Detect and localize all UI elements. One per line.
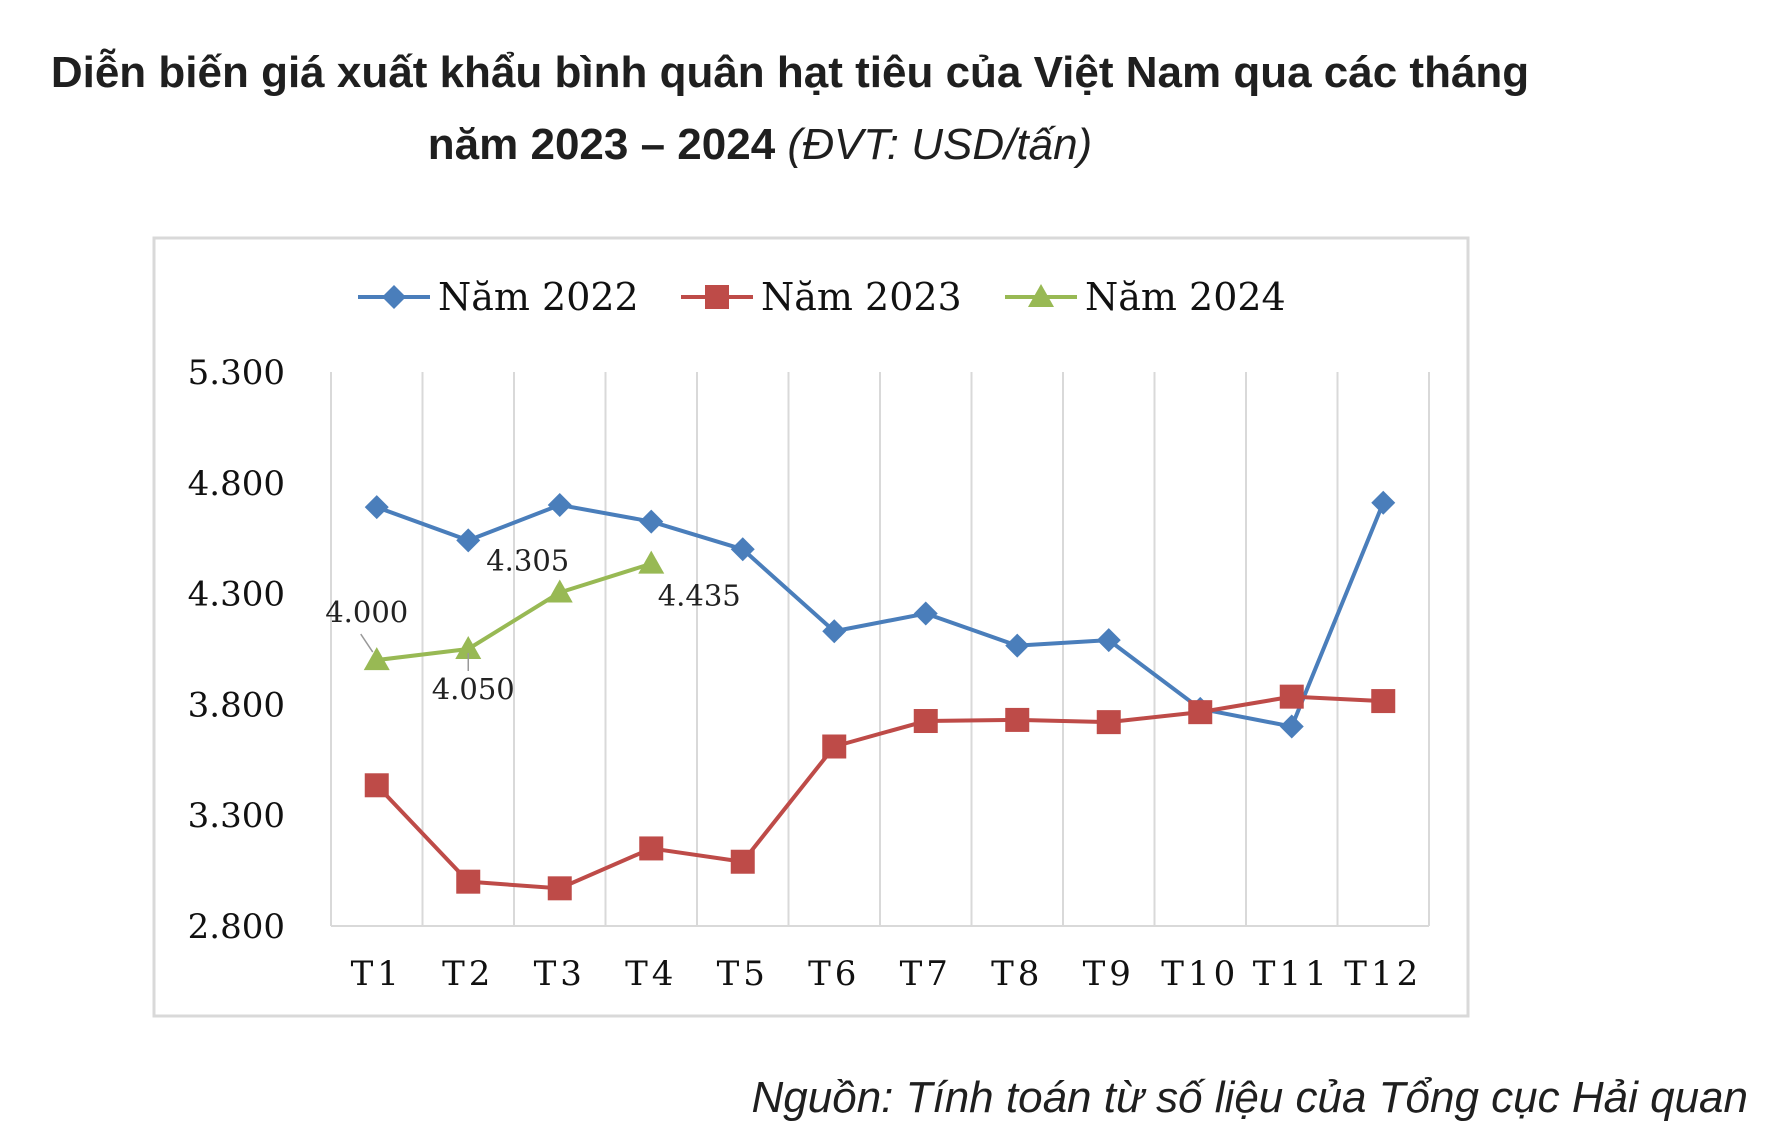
square-marker-icon xyxy=(822,734,847,759)
x-tick-label: T2 xyxy=(442,954,494,994)
legend-item-năm-2023: Năm 2023 xyxy=(681,275,962,319)
triangle-marker-icon xyxy=(638,550,665,574)
x-axis: T1 T2 T3 T4 T5 T6 T7 T8 T9 T10 T11 T12 xyxy=(351,954,1422,994)
series-năm-2022 xyxy=(364,490,1396,739)
diamond-marker-icon xyxy=(1371,490,1396,515)
x-tick-label: T1 xyxy=(351,954,403,994)
diamond-marker-icon xyxy=(364,495,389,520)
y-tick-label: 4.300 xyxy=(188,575,285,615)
x-tick-label: T6 xyxy=(808,954,860,994)
square-marker-icon xyxy=(730,849,755,874)
diamond-marker-icon xyxy=(382,285,406,309)
series-năm-2024 xyxy=(363,550,665,671)
x-tick-label: T10 xyxy=(1161,954,1239,994)
x-tick-label: T7 xyxy=(900,954,952,994)
square-marker-icon xyxy=(1096,710,1121,735)
triangle-marker-icon xyxy=(1028,284,1054,307)
diamond-marker-icon xyxy=(547,492,572,517)
diamond-marker-icon xyxy=(1096,628,1121,653)
diamond-marker-icon xyxy=(730,537,755,562)
diamond-marker-icon xyxy=(1279,714,1304,739)
title-unit: (ĐVT: USD/tấn) xyxy=(787,120,1093,169)
diamond-marker-icon xyxy=(913,601,938,626)
square-marker-icon xyxy=(1279,684,1304,709)
data-label: 4.435 xyxy=(658,579,741,613)
x-tick-label: T5 xyxy=(717,954,769,994)
y-tick-label: 2.800 xyxy=(188,907,285,947)
square-marker-icon xyxy=(364,773,389,798)
x-tick-label: T4 xyxy=(625,954,677,994)
legend-label: Năm 2023 xyxy=(761,275,962,319)
x-tick-label: T8 xyxy=(991,954,1043,994)
legend-item-năm-2024: Năm 2024 xyxy=(1005,275,1286,319)
diamond-marker-icon xyxy=(456,528,481,553)
x-tick-label: T9 xyxy=(1083,954,1135,994)
square-marker-icon xyxy=(547,876,572,901)
data-labels: 4.000 4.050 4.305 4.435 xyxy=(325,543,741,706)
square-marker-icon xyxy=(705,285,729,309)
square-marker-icon xyxy=(913,709,938,734)
series-năm-2023 xyxy=(364,684,1396,901)
legend: Năm 2022 Năm 2023 Năm 2024 xyxy=(358,275,1286,319)
square-marker-icon xyxy=(639,836,664,861)
chart-frame xyxy=(152,236,1470,1018)
legend-label: Năm 2024 xyxy=(1085,275,1286,319)
diamond-marker-icon xyxy=(822,619,847,644)
legend-label: Năm 2022 xyxy=(438,275,639,319)
data-label: 4.000 xyxy=(325,595,408,629)
data-label: 4.050 xyxy=(432,672,515,706)
y-tick-label: 5.300 xyxy=(188,353,285,393)
chart-title-line1: Diễn biến giá xuất khẩu bình quân hạt ti… xyxy=(50,48,1530,97)
square-marker-icon xyxy=(456,869,481,894)
diamond-marker-icon xyxy=(639,509,664,534)
x-tick-label: T12 xyxy=(1344,954,1422,994)
triangle-marker-icon xyxy=(455,636,482,659)
square-marker-icon xyxy=(1188,700,1213,725)
title-years: năm 2023 – 2024 xyxy=(427,120,776,169)
x-tick-label: T3 xyxy=(534,954,586,994)
data-label: 4.305 xyxy=(486,543,569,577)
series-lines xyxy=(363,490,1396,901)
y-tick-label: 3.800 xyxy=(188,685,285,725)
square-marker-icon xyxy=(1005,707,1030,732)
triangle-marker-icon xyxy=(363,647,390,671)
source-note: Nguồn: Tính toán từ số liệu của Tổng cục… xyxy=(751,1073,1749,1122)
legend-item-năm-2022: Năm 2022 xyxy=(358,275,639,319)
y-axis: 2.800 3.300 3.800 4.300 4.800 5.300 xyxy=(188,353,285,947)
chart-title-line2: năm 2023 – 2024 (ĐVT: USD/tấn) xyxy=(0,120,1670,170)
triangle-marker-icon xyxy=(546,579,573,603)
x-tick-label: T11 xyxy=(1253,954,1331,994)
y-tick-label: 4.800 xyxy=(188,464,285,504)
grid-lines xyxy=(330,372,1430,927)
square-marker-icon xyxy=(1371,689,1396,714)
y-tick-label: 3.300 xyxy=(188,796,285,836)
diamond-marker-icon xyxy=(1005,633,1030,658)
